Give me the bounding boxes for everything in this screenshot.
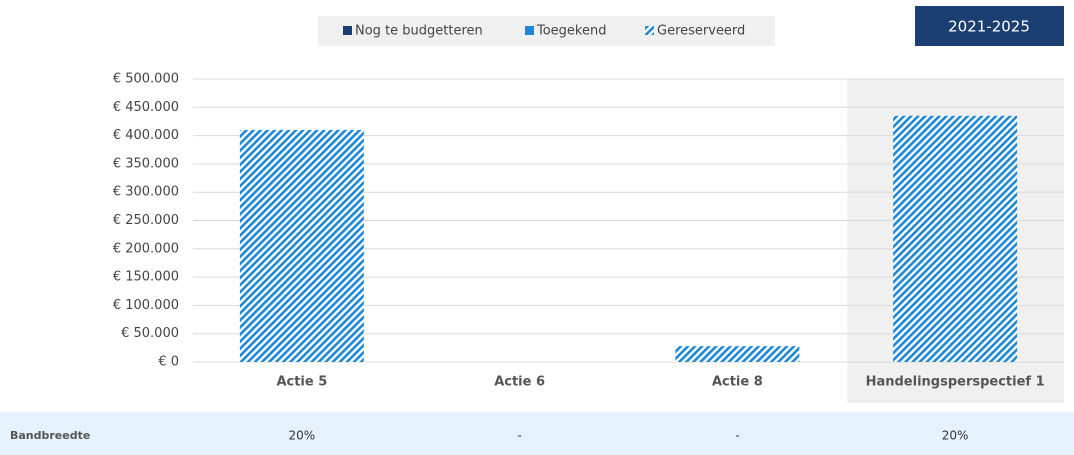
period-box xyxy=(915,6,1064,46)
legend-box xyxy=(318,16,775,46)
legend-label: Toegekend xyxy=(536,24,607,39)
y-tick-label: € 450.000 xyxy=(113,100,179,115)
y-tick-label: € 0 xyxy=(158,355,179,370)
bar xyxy=(893,115,1018,362)
legend-swatch xyxy=(525,26,534,35)
legend-label: Nog te budgetteren xyxy=(355,24,483,39)
band-cell: - xyxy=(735,429,739,443)
y-tick-label: € 100.000 xyxy=(113,298,179,313)
x-tick-label: Actie 6 xyxy=(494,375,545,390)
period: 2021-2025 xyxy=(948,18,1030,36)
legend-swatch xyxy=(343,26,352,35)
x-tick-label: Handelingsperspectief 1 xyxy=(866,375,1045,390)
x-tick-label: Actie 5 xyxy=(276,375,327,390)
y-tick-label: € 500.000 xyxy=(113,72,179,87)
y-tick-label: € 250.000 xyxy=(113,213,179,228)
y-tick-label: € 150.000 xyxy=(113,270,179,285)
band-cell: - xyxy=(517,429,521,443)
y-tick-label: € 400.000 xyxy=(113,128,179,143)
band-row xyxy=(0,412,1074,455)
legend-swatch xyxy=(645,26,654,35)
band-label: Bandbreedte xyxy=(10,429,90,442)
x-tick-label: Actie 8 xyxy=(712,375,763,390)
band-cell: 20% xyxy=(289,429,316,443)
bar xyxy=(239,129,364,362)
y-tick-label: € 200.000 xyxy=(113,241,179,256)
band-cell: 20% xyxy=(942,429,969,443)
legend-label: Gereserveerd xyxy=(657,24,745,39)
bar xyxy=(675,346,800,362)
y-tick-label: € 300.000 xyxy=(113,185,179,200)
y-tick-label: € 50.000 xyxy=(121,326,179,341)
y-tick-label: € 350.000 xyxy=(113,156,179,171)
